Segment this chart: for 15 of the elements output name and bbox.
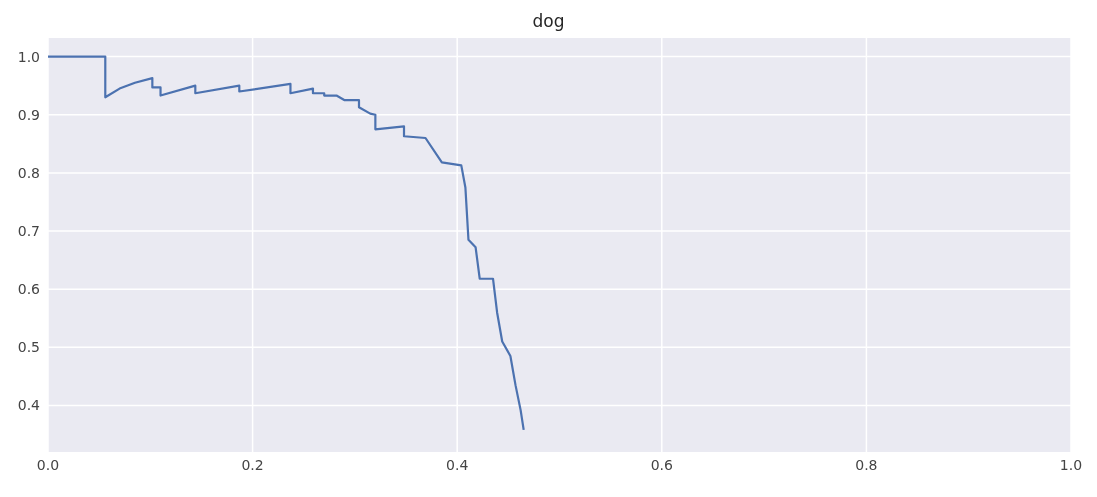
y-tick-label: 0.7 [17,223,40,240]
y-tick-label: 1.0 [17,48,40,65]
x-tick-label: 0.6 [650,456,674,473]
y-tick-label: 0.6 [17,281,41,298]
x-tick-label: 0.4 [446,456,469,473]
y-tick-label: 0.4 [17,397,41,414]
x-tick-label: 0.8 [855,456,878,473]
y-tick-label: 0.8 [17,164,40,181]
y-tick-label: 0.5 [17,339,40,356]
line-series [48,55,525,431]
x-tick-label: 1.0 [1059,456,1083,473]
x-tick-label: 0.0 [36,456,60,473]
y-tick-label: 0.9 [17,106,40,123]
x-tick-label: 0.2 [241,456,264,473]
chart-title: dog [531,10,566,33]
